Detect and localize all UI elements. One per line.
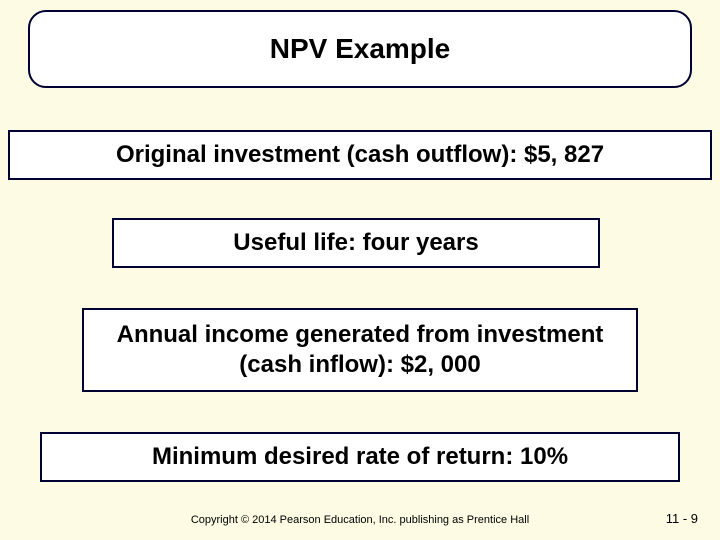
content-box-annual-income: Annual income generated from investment … bbox=[82, 308, 638, 392]
slide-title: NPV Example bbox=[270, 33, 451, 65]
footer-page-number: 11 - 9 bbox=[666, 511, 698, 526]
content-box-investment: Original investment (cash outflow): $5, … bbox=[8, 130, 712, 180]
content-text: Original investment (cash outflow): $5, … bbox=[116, 140, 604, 170]
footer-copyright: Copyright © 2014 Pearson Education, Inc.… bbox=[0, 514, 720, 526]
content-box-rate-of-return: Minimum desired rate of return: 10% bbox=[40, 432, 680, 482]
content-text: Useful life: four years bbox=[233, 228, 478, 258]
content-box-useful-life: Useful life: four years bbox=[112, 218, 600, 268]
content-text: Annual income generated from investment … bbox=[94, 320, 626, 380]
content-text: Minimum desired rate of return: 10% bbox=[152, 442, 568, 472]
slide-title-box: NPV Example bbox=[28, 10, 692, 88]
